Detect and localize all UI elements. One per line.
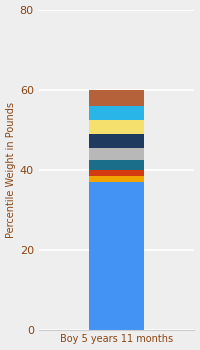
Bar bbox=[89, 148, 144, 160]
Bar bbox=[89, 160, 144, 169]
Bar bbox=[89, 169, 144, 176]
Bar bbox=[89, 120, 144, 134]
Bar bbox=[89, 90, 144, 106]
Bar bbox=[89, 134, 144, 148]
Bar bbox=[89, 182, 144, 330]
Bar bbox=[89, 106, 144, 120]
Y-axis label: Percentile Weight in Pounds: Percentile Weight in Pounds bbox=[6, 102, 16, 238]
Bar bbox=[89, 176, 144, 182]
